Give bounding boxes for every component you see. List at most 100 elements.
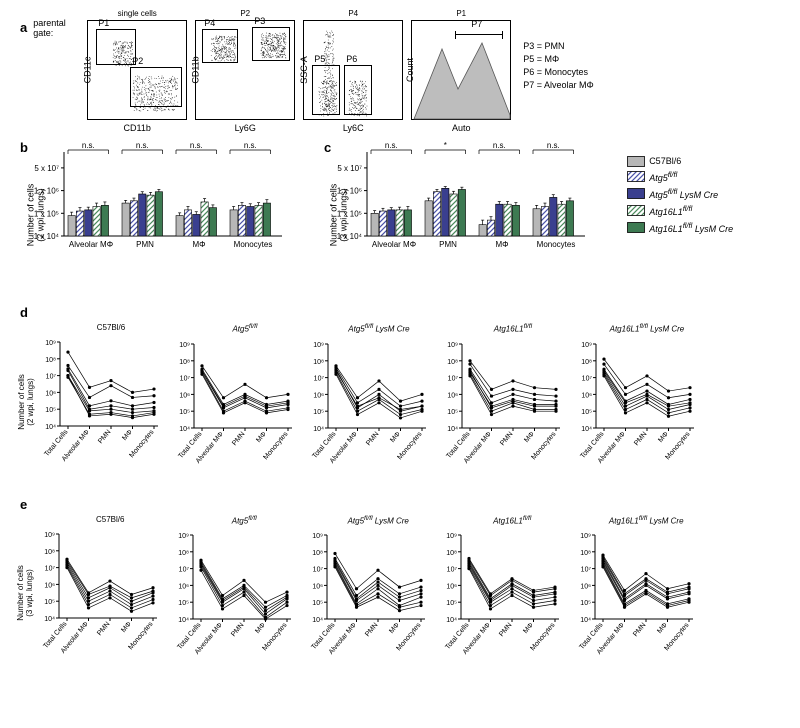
svg-text:10⁶: 10⁶ <box>447 392 458 399</box>
barchart-b: Number of cells (2 wpi, lungs) 1 x 10⁴1 … <box>34 140 284 289</box>
svg-text:10⁸: 10⁸ <box>580 550 591 557</box>
lineplot: Atg5fl/fl LysM Cre10⁴10⁵10⁶10⁷10⁸10⁹Tota… <box>301 515 429 673</box>
barchart-b-ylabel: Number of cells (2 wpi, lungs) <box>25 183 45 246</box>
svg-text:10⁷: 10⁷ <box>448 375 459 382</box>
svg-text:10⁷: 10⁷ <box>46 374 57 381</box>
svg-text:5 x 10⁷: 5 x 10⁷ <box>338 164 363 173</box>
svg-text:10⁴: 10⁴ <box>447 426 458 433</box>
svg-text:n.s.: n.s. <box>385 141 398 150</box>
barchart-c: Number of cells (3 wpi, lungs) 1 x 10⁴1 … <box>337 140 587 289</box>
svg-text:10⁶: 10⁶ <box>581 584 592 591</box>
svg-text:10⁴: 10⁴ <box>179 426 190 433</box>
svg-text:Alveolar MΦ: Alveolar MΦ <box>372 240 416 249</box>
svg-text:PMN: PMN <box>364 622 379 638</box>
svg-text:n.s.: n.s. <box>547 141 560 150</box>
svg-text:10⁵: 10⁵ <box>581 409 592 416</box>
panel-e-label: e <box>20 497 27 512</box>
panel-a-plots: single cells CD11b CD11cP1P2P2 Ly6G CD11… <box>87 20 511 120</box>
svg-text:10⁹: 10⁹ <box>45 340 56 347</box>
svg-text:10⁴: 10⁴ <box>44 616 55 623</box>
svg-text:10⁷: 10⁷ <box>45 565 56 572</box>
svg-text:10⁴: 10⁴ <box>45 424 56 431</box>
lineplot: C57Bl/610⁴10⁵10⁶10⁷10⁸10⁹Total CellsAlve… <box>34 323 162 481</box>
svg-text:10⁶: 10⁶ <box>179 392 190 399</box>
svg-text:Monocytes: Monocytes <box>234 240 273 249</box>
svg-text:10⁷: 10⁷ <box>180 375 191 382</box>
svg-text:Monocytes: Monocytes <box>537 240 576 249</box>
panel-a-legend: P3 = PMNP5 = MΦP6 = MonocytesP7 = Alveol… <box>523 40 593 92</box>
lineplot: Atg5fl/fl10⁴10⁵10⁶10⁷10⁸10⁹Total CellsAl… <box>168 323 296 481</box>
svg-text:10⁸: 10⁸ <box>179 358 190 365</box>
svg-text:10⁶: 10⁶ <box>313 584 324 591</box>
svg-text:MΦ: MΦ <box>255 430 268 444</box>
svg-text:n.s.: n.s. <box>190 141 203 150</box>
svg-text:10⁸: 10⁸ <box>581 358 592 365</box>
lineplot: Atg16L1fl/fl LysM Cre10⁴10⁵10⁶10⁷10⁸10⁹T… <box>570 323 698 481</box>
svg-text:PMN: PMN <box>365 430 380 446</box>
svg-text:10⁸: 10⁸ <box>45 357 56 364</box>
panel-d-label: d <box>20 305 28 320</box>
svg-text:10⁹: 10⁹ <box>44 532 55 539</box>
svg-text:10⁹: 10⁹ <box>179 342 190 349</box>
svg-text:10⁶: 10⁶ <box>447 584 458 591</box>
svg-text:10⁵: 10⁵ <box>179 601 190 608</box>
svg-text:10⁶: 10⁶ <box>313 392 324 399</box>
svg-text:10⁷: 10⁷ <box>313 567 324 574</box>
panel-d-row: C57Bl/610⁴10⁵10⁶10⁷10⁸10⁹Total CellsAlve… <box>34 323 698 481</box>
svg-text:MΦ: MΦ <box>192 240 205 249</box>
svg-text:5 x 10⁷: 5 x 10⁷ <box>34 164 59 173</box>
lineplot: Atg16L1fl/fl10⁴10⁵10⁶10⁷10⁸10⁹Total Cell… <box>436 323 564 481</box>
svg-text:10⁸: 10⁸ <box>178 550 189 557</box>
svg-text:MΦ: MΦ <box>496 240 509 249</box>
panel-c-label: c <box>324 140 331 155</box>
svg-text:10⁹: 10⁹ <box>446 533 457 540</box>
svg-text:PMN: PMN <box>231 430 246 446</box>
svg-text:10⁷: 10⁷ <box>314 375 325 382</box>
svg-text:Alveolar MΦ: Alveolar MΦ <box>69 240 113 249</box>
svg-text:10⁴: 10⁴ <box>581 426 592 433</box>
svg-text:10⁹: 10⁹ <box>313 342 324 349</box>
svg-text:MΦ: MΦ <box>523 430 536 444</box>
svg-text:10⁸: 10⁸ <box>447 358 458 365</box>
svg-text:MΦ: MΦ <box>255 622 268 636</box>
genotype-legend: C57Bl/6Atg5fl/flAtg5fl/fl LysM CreAtg16L… <box>627 154 733 289</box>
svg-text:MΦ: MΦ <box>121 620 134 634</box>
svg-text:PMN: PMN <box>499 430 514 446</box>
svg-text:MΦ: MΦ <box>121 428 134 442</box>
facs-plot-2: P4 Ly6C SSC-AP5P6 <box>303 20 403 120</box>
svg-text:PMN: PMN <box>136 240 154 249</box>
svg-text:MΦ: MΦ <box>389 622 402 636</box>
svg-text:10⁵: 10⁵ <box>313 409 324 416</box>
svg-text:10⁵: 10⁵ <box>447 409 458 416</box>
svg-text:n.s.: n.s. <box>136 141 149 150</box>
facs-plot-1: P2 Ly6G CD11bP4P3 <box>195 20 295 120</box>
svg-text:*: * <box>444 141 447 150</box>
svg-text:MΦ: MΦ <box>657 622 670 636</box>
svg-text:10⁷: 10⁷ <box>581 567 592 574</box>
svg-text:10⁶: 10⁶ <box>581 392 592 399</box>
svg-text:10⁵: 10⁵ <box>45 407 56 414</box>
svg-text:10⁶: 10⁶ <box>45 582 56 589</box>
svg-text:10⁷: 10⁷ <box>582 375 593 382</box>
svg-text:10⁷: 10⁷ <box>179 567 190 574</box>
svg-text:10⁶: 10⁶ <box>45 390 56 397</box>
svg-text:10⁹: 10⁹ <box>447 342 458 349</box>
lineplot: Atg16L1fl/fl10⁴10⁵10⁶10⁷10⁸10⁹Total Cell… <box>435 515 563 673</box>
svg-text:10⁵: 10⁵ <box>313 601 324 608</box>
svg-text:PMN: PMN <box>633 430 648 446</box>
panel-a-label: a <box>20 20 27 35</box>
svg-text:MΦ: MΦ <box>523 622 536 636</box>
svg-text:10⁹: 10⁹ <box>312 533 323 540</box>
lineplot: C57Bl/610⁴10⁵10⁶10⁷10⁸10⁹Total CellsAlve… <box>33 515 161 673</box>
svg-text:10⁹: 10⁹ <box>580 533 591 540</box>
svg-text:MΦ: MΦ <box>389 430 402 444</box>
svg-text:n.s.: n.s. <box>244 141 257 150</box>
svg-text:10⁴: 10⁴ <box>312 617 323 624</box>
svg-text:10⁵: 10⁵ <box>581 601 592 608</box>
svg-text:10⁴: 10⁴ <box>178 617 189 624</box>
svg-text:10⁵: 10⁵ <box>447 601 458 608</box>
parental-gate-text: parental gate: <box>33 18 81 38</box>
svg-text:MΦ: MΦ <box>657 430 670 444</box>
svg-text:PMN: PMN <box>96 620 111 636</box>
svg-text:10⁹: 10⁹ <box>178 533 189 540</box>
